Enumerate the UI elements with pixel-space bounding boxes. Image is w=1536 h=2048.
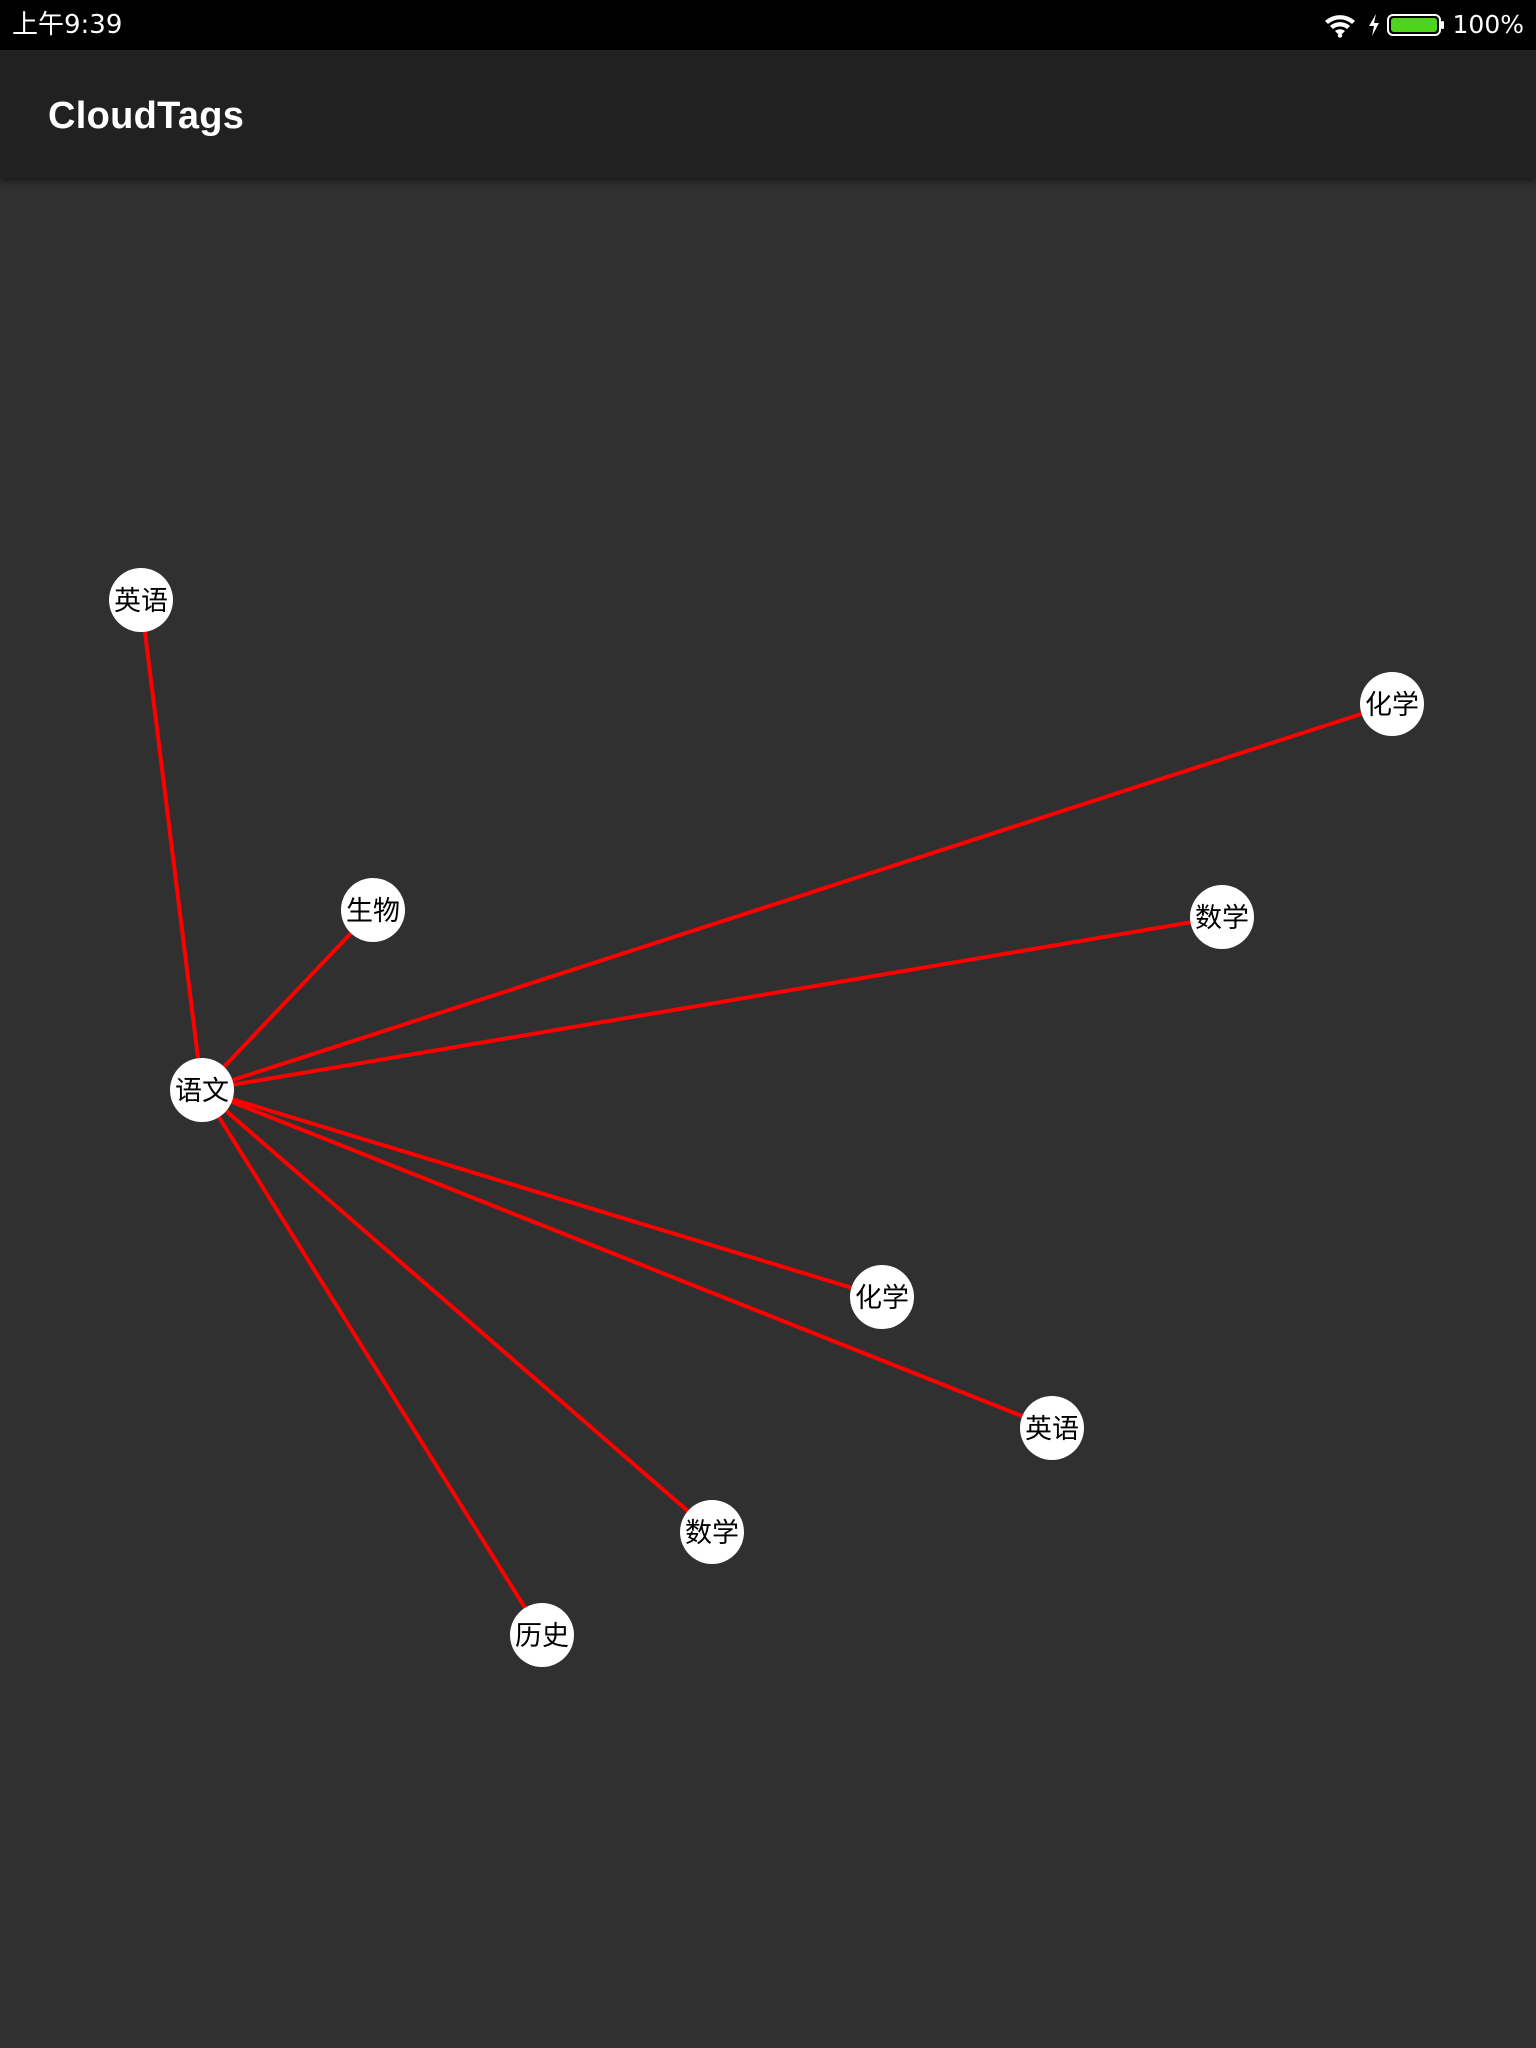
wifi-icon: [1324, 15, 1355, 38]
tag-label: 英语: [1025, 1414, 1079, 1445]
status-icons: 100%: [1323, 9, 1524, 41]
tag-label: 化学: [1365, 690, 1419, 721]
tag-label: 数学: [1195, 903, 1249, 934]
tag-node-circle: [680, 1500, 744, 1564]
tag-label: 语文: [175, 1076, 229, 1107]
tag-label: 历史: [515, 1621, 569, 1652]
charging-icon: [1368, 14, 1379, 36]
tag-edge: [139, 598, 204, 1092]
tag-node-circle: [510, 1603, 574, 1667]
tag-edge: [200, 915, 1224, 1092]
tag-node[interactable]: 生物: [341, 878, 405, 942]
tag-node[interactable]: 英语: [1020, 1396, 1084, 1460]
status-bar: 上午9:39 100%: [0, 0, 1536, 50]
tag-node[interactable]: 英语: [109, 568, 173, 632]
app-bar: CloudTags: [0, 50, 1536, 178]
battery-icon: [1386, 14, 1444, 36]
tag-node-circle: [1360, 672, 1424, 736]
status-time: 上午9:39: [12, 10, 123, 40]
tag-label: 数学: [685, 1518, 739, 1549]
tag-node[interactable]: 数学: [680, 1500, 744, 1564]
tag-node-circle: [109, 568, 173, 632]
tag-label: 英语: [114, 586, 168, 617]
tag-node[interactable]: 化学: [850, 1265, 914, 1329]
tag-node[interactable]: 化学: [1360, 672, 1424, 736]
tag-node[interactable]: 历史: [510, 1603, 574, 1667]
tag-node-circle: [170, 1058, 234, 1122]
app-title: CloudTags: [48, 95, 245, 137]
tag-node-circle: [341, 878, 405, 942]
tag-edge: [200, 1088, 1054, 1430]
tag-edge: [200, 1088, 714, 1534]
battery-percentage: 100%: [1452, 10, 1524, 39]
tag-node-circle: [850, 1265, 914, 1329]
tag-label: 化学: [855, 1283, 909, 1314]
center-tag-node[interactable]: 语文: [170, 1058, 234, 1122]
tag-label: 生物: [346, 896, 400, 927]
tag-edge: [200, 908, 375, 1092]
tag-edge: [200, 1088, 884, 1299]
tag-node-circle: [1020, 1396, 1084, 1460]
tag-edge: [200, 1088, 544, 1637]
tag-node-circle: [1190, 885, 1254, 949]
tag-edge: [200, 702, 1394, 1092]
tag-node[interactable]: 数学: [1190, 885, 1254, 949]
